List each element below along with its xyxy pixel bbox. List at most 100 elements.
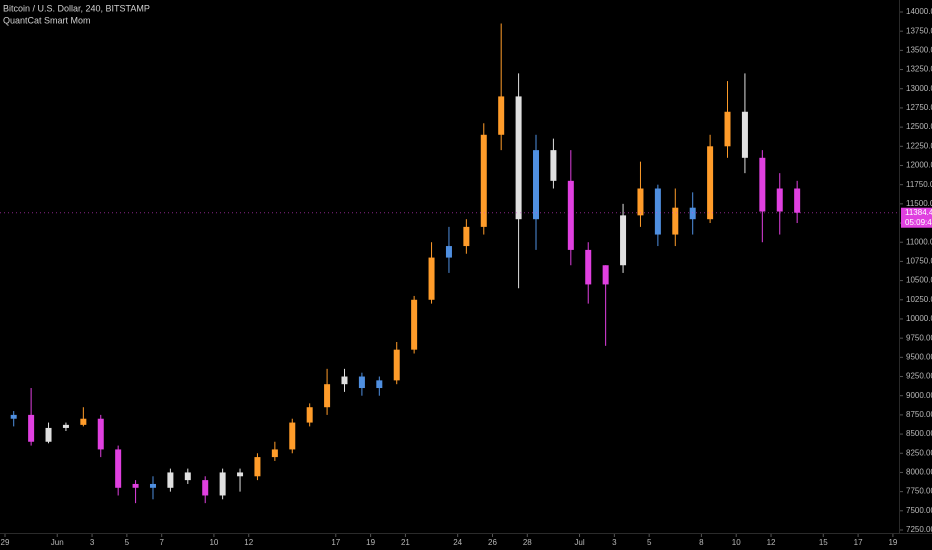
- candle-body: [759, 157, 766, 212]
- candle-body: [776, 188, 783, 212]
- candle-body: [724, 111, 731, 147]
- candle-body: [45, 427, 52, 442]
- y-tick-label: 10000.00: [906, 314, 932, 323]
- y-tick-label: 9500.00: [906, 352, 932, 361]
- candle-body: [620, 215, 627, 266]
- candle-body: [28, 414, 35, 442]
- x-tick-label: 7: [159, 538, 164, 547]
- candle-body: [271, 449, 278, 458]
- candle-body: [184, 472, 191, 481]
- y-tick-label: 13250.00: [906, 65, 932, 74]
- x-tick-label: 21: [401, 538, 410, 547]
- y-tick-label: 12250.00: [906, 141, 932, 150]
- y-tick-label: 12000.00: [906, 161, 932, 170]
- candle-body: [567, 180, 574, 250]
- candle-body: [219, 472, 226, 496]
- x-tick-label: 17: [854, 538, 863, 547]
- candle-body: [550, 150, 557, 181]
- indicator-name: QuantCat Smart Mom: [3, 15, 91, 25]
- countdown-label: 05:09:47: [905, 218, 932, 227]
- y-tick-label: 8250.00: [906, 448, 932, 457]
- candle-body: [62, 424, 69, 428]
- candle-body: [10, 414, 17, 419]
- x-tick-label: 19: [366, 538, 375, 547]
- x-tick-label: 3: [612, 538, 617, 547]
- candle-body: [741, 111, 748, 158]
- y-tick-label: 8500.00: [906, 429, 932, 438]
- candle-body: [794, 188, 801, 213]
- candle-body: [637, 188, 644, 216]
- candle-body: [585, 249, 592, 285]
- y-tick-label: 12500.00: [906, 122, 932, 131]
- candle-body: [428, 257, 435, 300]
- y-tick-label: 7500.00: [906, 506, 932, 515]
- y-tick-label: 13500.00: [906, 45, 932, 54]
- candle-body: [376, 380, 383, 389]
- x-tick-label: 12: [244, 538, 253, 547]
- x-tick-label: 28: [523, 538, 532, 547]
- x-tick-label: 19: [888, 538, 897, 547]
- y-tick-label: 9000.00: [906, 391, 932, 400]
- candle-body: [289, 422, 296, 450]
- candle-body: [533, 150, 540, 220]
- candle-body: [202, 480, 209, 496]
- candle-body: [498, 96, 505, 135]
- y-tick-label: 10250.00: [906, 295, 932, 304]
- candle-body: [515, 96, 522, 220]
- x-tick-label: 10: [732, 538, 741, 547]
- candle-body: [80, 418, 87, 425]
- chart-title: Bitcoin / U.S. Dollar, 240, BITSTAMP: [3, 3, 150, 13]
- x-tick-label: 26: [488, 538, 497, 547]
- y-tick-label: 12750.00: [906, 103, 932, 112]
- x-tick-label: 8: [699, 538, 704, 547]
- last-price-label: 11384.47: [905, 208, 932, 217]
- x-tick-label: Jun: [51, 538, 64, 547]
- x-tick-label: 29: [1, 538, 10, 547]
- y-tick-label: 7250.00: [906, 525, 932, 534]
- candle-body: [393, 349, 400, 381]
- candle-body: [689, 207, 696, 220]
- candle-body: [480, 134, 487, 227]
- candle-body: [707, 146, 714, 220]
- y-tick-label: 9750.00: [906, 333, 932, 342]
- last-price-box: [901, 207, 932, 228]
- y-tick-label: 11500.00: [906, 199, 932, 208]
- y-tick-label: 9250.00: [906, 372, 932, 381]
- y-tick-label: 8000.00: [906, 468, 932, 477]
- candle-body: [132, 483, 139, 488]
- candle-body: [463, 226, 470, 247]
- y-tick-label: 10750.00: [906, 257, 932, 266]
- y-tick-label: 7750.00: [906, 487, 932, 496]
- y-tick-label: 14000.00: [906, 7, 932, 16]
- candle-body: [358, 376, 365, 389]
- candle-body: [167, 472, 174, 488]
- x-tick-label: 5: [125, 538, 130, 547]
- y-tick-label: 11000.00: [906, 237, 932, 246]
- candle-body: [324, 384, 331, 408]
- x-tick-label: 15: [819, 538, 828, 547]
- candle-body: [654, 188, 661, 235]
- candle-body: [341, 376, 348, 385]
- candle-body: [672, 207, 679, 235]
- x-tick-label: 3: [90, 538, 95, 547]
- x-tick-label: 17: [331, 538, 340, 547]
- x-tick-label: Jul: [574, 538, 584, 547]
- y-tick-label: 8750.00: [906, 410, 932, 419]
- candle-body: [602, 265, 609, 285]
- y-tick-label: 13750.00: [906, 26, 932, 35]
- x-tick-label: 10: [209, 538, 218, 547]
- y-tick-label: 11750.00: [906, 180, 932, 189]
- y-tick-label: 10500.00: [906, 276, 932, 285]
- candle-body: [254, 457, 261, 477]
- x-tick-label: 5: [647, 538, 652, 547]
- candle-body: [237, 472, 244, 477]
- candle-body: [115, 449, 122, 488]
- y-tick-label: 13000.00: [906, 84, 932, 93]
- candle-body: [306, 407, 313, 423]
- candle-body: [411, 299, 418, 350]
- candle-body: [445, 246, 452, 258]
- candle-body: [97, 418, 104, 450]
- candle-body: [149, 483, 156, 488]
